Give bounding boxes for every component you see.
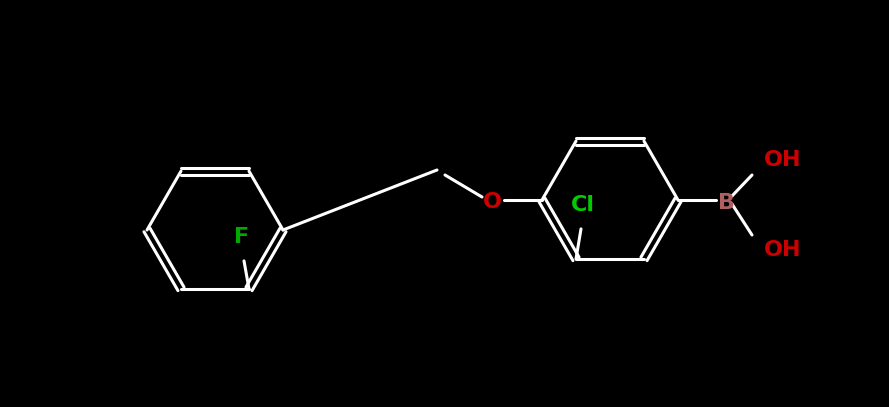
Text: Cl: Cl (571, 195, 595, 215)
Text: B: B (717, 193, 734, 213)
Text: OH: OH (764, 150, 802, 170)
Text: OH: OH (764, 240, 802, 260)
Text: F: F (235, 227, 250, 247)
Text: O: O (483, 192, 501, 212)
